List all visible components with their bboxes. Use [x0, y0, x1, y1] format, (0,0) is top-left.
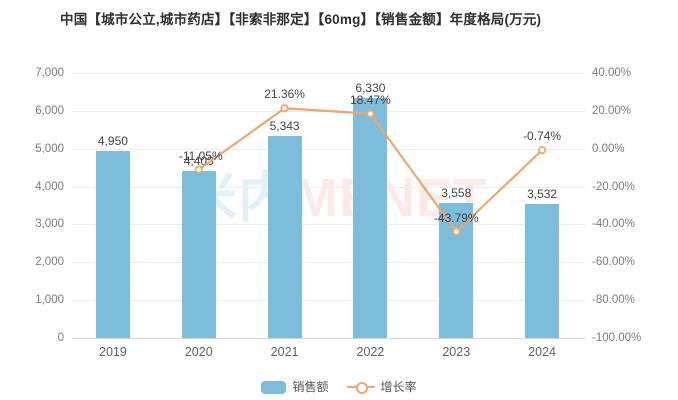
sales-value-label-2024: 3,532 — [527, 187, 558, 202]
right-axis-tick: -60.00% — [592, 256, 635, 269]
x-axis-label-2023: 2023 — [442, 345, 471, 359]
sales-bar-2021[interactable] — [267, 135, 302, 338]
growth-value-label-2020: -11.05% — [178, 148, 223, 163]
left-axis-tick: 3,000 — [35, 218, 64, 231]
x-axis-line — [72, 338, 585, 339]
gridline — [72, 224, 585, 226]
left-axis-tick: 7,000 — [35, 67, 64, 79]
gridline — [72, 186, 585, 188]
gridline — [72, 73, 585, 74]
legend-item-sales[interactable]: 销售额 — [261, 380, 329, 394]
sales-value-label-2022: 6,330 — [355, 81, 386, 96]
legend-sales-label: 销售额 — [292, 380, 329, 394]
growth-point-2021[interactable] — [280, 104, 289, 113]
right-axis-tick: -100.00% — [592, 332, 642, 344]
right-axis-tick: 20.00% — [592, 104, 632, 117]
gridline — [72, 262, 585, 264]
left-axis-tick: 1,000 — [35, 294, 64, 307]
growth-value-label-2024: -0.74% — [523, 129, 562, 144]
sales-bar-swatch-icon — [261, 380, 287, 394]
left-axis-tick: 0 — [57, 332, 64, 344]
sales-value-label-2023: 3,558 — [441, 186, 472, 201]
growth-value-label-2023: -43.79% — [433, 210, 479, 225]
growth-point-2020[interactable] — [194, 165, 203, 174]
x-axis-label-2022: 2022 — [356, 345, 385, 359]
left-axis-tick: 6,000 — [35, 104, 64, 117]
right-axis-tick: -80.00% — [592, 294, 635, 307]
chart-title: 中国【城市公立,城市药店】【非索非那定】【60mg】【销售金额】年度格局(万元) — [60, 12, 542, 27]
x-axis-label-2024: 2024 — [528, 345, 556, 359]
sales-bar-2020[interactable] — [181, 171, 216, 338]
left-axis-tick: 4,000 — [35, 180, 64, 193]
growth-point-2024[interactable] — [537, 146, 547, 155]
x-axis-label-2019: 2019 — [99, 345, 127, 359]
right-axis-tick: -20.00% — [592, 180, 635, 193]
legend-item-growth[interactable]: 增长率 — [346, 380, 417, 394]
right-axis-tick: -40.00% — [592, 218, 635, 231]
legend-growth-label: 增长率 — [380, 380, 417, 394]
growth-value-label-2021: 21.36% — [264, 87, 305, 102]
sales-bar-2019[interactable] — [95, 150, 130, 338]
right-axis-tick: 40.00% — [592, 67, 632, 79]
right-axis-tick: 0.00% — [592, 142, 625, 155]
growth-point-2023[interactable] — [452, 227, 461, 236]
growth-value-label-2022: 18.47% — [350, 92, 391, 107]
sales-bar-2024[interactable] — [525, 204, 560, 338]
x-axis-label-2020: 2020 — [184, 345, 213, 359]
gridline — [72, 300, 585, 302]
gridline — [72, 148, 585, 150]
growth-point-2022[interactable] — [366, 109, 375, 118]
growth-line-icon — [346, 381, 375, 394]
sales-value-label-2021: 5,343 — [269, 118, 300, 133]
gridline — [72, 110, 585, 112]
x-axis-label-2021: 2021 — [270, 345, 299, 359]
left-axis-tick: 5,000 — [35, 142, 64, 155]
sales-value-label-2019: 4,950 — [97, 133, 128, 148]
legend: 销售额 增长率 — [0, 378, 678, 396]
sales-bar-2022[interactable] — [353, 98, 388, 338]
left-axis-tick: 2,000 — [35, 256, 64, 269]
